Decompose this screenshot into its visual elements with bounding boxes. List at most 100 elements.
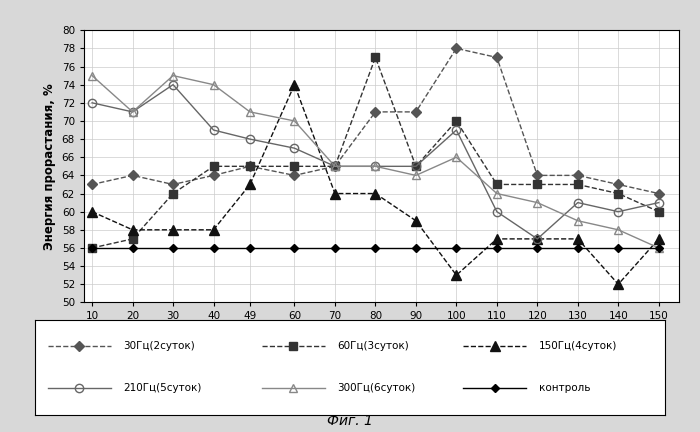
X-axis label: Экспозиция, мин: Экспозиция, мин — [321, 327, 442, 340]
контроль — [331, 245, 340, 251]
60Гц(3суток) — [209, 164, 218, 169]
60Гц(3суток) — [654, 209, 663, 214]
Line: 30Гц(2суток): 30Гц(2суток) — [89, 45, 662, 197]
150Гц(4суток) — [654, 236, 663, 241]
210Гц(5суток) — [412, 164, 420, 169]
150Гц(4суток) — [371, 191, 379, 196]
210Гц(5суток) — [493, 209, 501, 214]
210Гц(5суток) — [573, 200, 582, 205]
300Гц(6суток) — [533, 200, 542, 205]
150Гц(4суток) — [331, 191, 340, 196]
60Гц(3суток) — [533, 182, 542, 187]
30Гц(2суток) — [573, 173, 582, 178]
60Гц(3суток) — [573, 182, 582, 187]
Text: 60Гц(3суток): 60Гц(3суток) — [337, 341, 409, 351]
контроль — [128, 245, 136, 251]
60Гц(3суток) — [169, 191, 177, 196]
Text: 210Гц(5суток): 210Гц(5суток) — [123, 383, 202, 393]
150Гц(4суток) — [128, 227, 136, 232]
150Гц(4суток) — [533, 236, 542, 241]
150Гц(4суток) — [209, 227, 218, 232]
Text: 30Гц(2суток): 30Гц(2суток) — [123, 341, 195, 351]
300Гц(6суток) — [412, 173, 420, 178]
Text: Фиг. 1: Фиг. 1 — [327, 414, 373, 428]
150Гц(4суток) — [412, 218, 420, 223]
контроль — [452, 245, 461, 251]
контроль — [209, 245, 218, 251]
210Гц(5суток) — [169, 82, 177, 87]
300Гц(6суток) — [371, 164, 379, 169]
контроль — [169, 245, 177, 251]
210Гц(5суток) — [452, 127, 461, 133]
30Гц(2суток) — [128, 173, 136, 178]
210Гц(5суток) — [290, 146, 299, 151]
150Гц(4суток) — [493, 236, 501, 241]
Y-axis label: Энергия прорастания, %: Энергия прорастания, % — [43, 83, 56, 250]
150Гц(4суток) — [452, 273, 461, 278]
Line: 210Гц(5суток): 210Гц(5суток) — [88, 80, 663, 243]
60Гц(3суток) — [452, 118, 461, 124]
150Гц(4суток) — [614, 282, 622, 287]
210Гц(5суток) — [371, 164, 379, 169]
150Гц(4суток) — [573, 236, 582, 241]
Line: 150Гц(4суток): 150Гц(4суток) — [88, 80, 664, 289]
150Гц(4суток) — [169, 227, 177, 232]
300Гц(6суток) — [654, 245, 663, 251]
30Гц(2суток) — [331, 164, 340, 169]
300Гц(6суток) — [209, 82, 218, 87]
контроль — [493, 245, 501, 251]
30Гц(2суток) — [290, 173, 299, 178]
300Гц(6суток) — [493, 191, 501, 196]
60Гц(3суток) — [493, 182, 501, 187]
30Гц(2суток) — [209, 173, 218, 178]
60Гц(3суток) — [614, 191, 622, 196]
контроль — [614, 245, 622, 251]
150Гц(4суток) — [88, 209, 97, 214]
210Гц(5суток) — [533, 236, 542, 241]
300Гц(6суток) — [614, 227, 622, 232]
Line: контроль: контроль — [90, 245, 662, 251]
30Гц(2суток) — [452, 46, 461, 51]
300Гц(6суток) — [128, 109, 136, 114]
300Гц(6суток) — [331, 164, 340, 169]
30Гц(2суток) — [88, 182, 97, 187]
Line: 300Гц(6суток): 300Гц(6суток) — [88, 71, 663, 252]
60Гц(3суток) — [331, 164, 340, 169]
Text: контроль: контроль — [539, 383, 591, 393]
300Гц(6суток) — [573, 218, 582, 223]
контроль — [88, 245, 97, 251]
60Гц(3суток) — [128, 236, 136, 241]
210Гц(5суток) — [209, 127, 218, 133]
30Гц(2суток) — [654, 191, 663, 196]
30Гц(2суток) — [614, 182, 622, 187]
60Гц(3суток) — [290, 164, 299, 169]
контроль — [412, 245, 420, 251]
300Гц(6суток) — [452, 155, 461, 160]
Line: 60Гц(3суток): 60Гц(3суток) — [88, 53, 663, 252]
30Гц(2суток) — [169, 182, 177, 187]
30Гц(2суток) — [246, 164, 254, 169]
210Гц(5суток) — [654, 200, 663, 205]
контроль — [654, 245, 663, 251]
150Гц(4суток) — [290, 82, 299, 87]
30Гц(2суток) — [371, 109, 379, 114]
контроль — [290, 245, 299, 251]
210Гц(5суток) — [331, 164, 340, 169]
210Гц(5суток) — [614, 209, 622, 214]
Text: 300Гц(6суток): 300Гц(6суток) — [337, 383, 416, 393]
контроль — [371, 245, 379, 251]
60Гц(3суток) — [412, 164, 420, 169]
контроль — [573, 245, 582, 251]
30Гц(2суток) — [412, 109, 420, 114]
300Гц(6суток) — [246, 109, 254, 114]
210Гц(5суток) — [88, 100, 97, 105]
210Гц(5суток) — [246, 137, 254, 142]
300Гц(6суток) — [88, 73, 97, 78]
300Гц(6суток) — [290, 118, 299, 124]
60Гц(3суток) — [88, 245, 97, 251]
30Гц(2суток) — [533, 173, 542, 178]
300Гц(6суток) — [169, 73, 177, 78]
30Гц(2суток) — [493, 55, 501, 60]
контроль — [533, 245, 542, 251]
60Гц(3суток) — [371, 55, 379, 60]
